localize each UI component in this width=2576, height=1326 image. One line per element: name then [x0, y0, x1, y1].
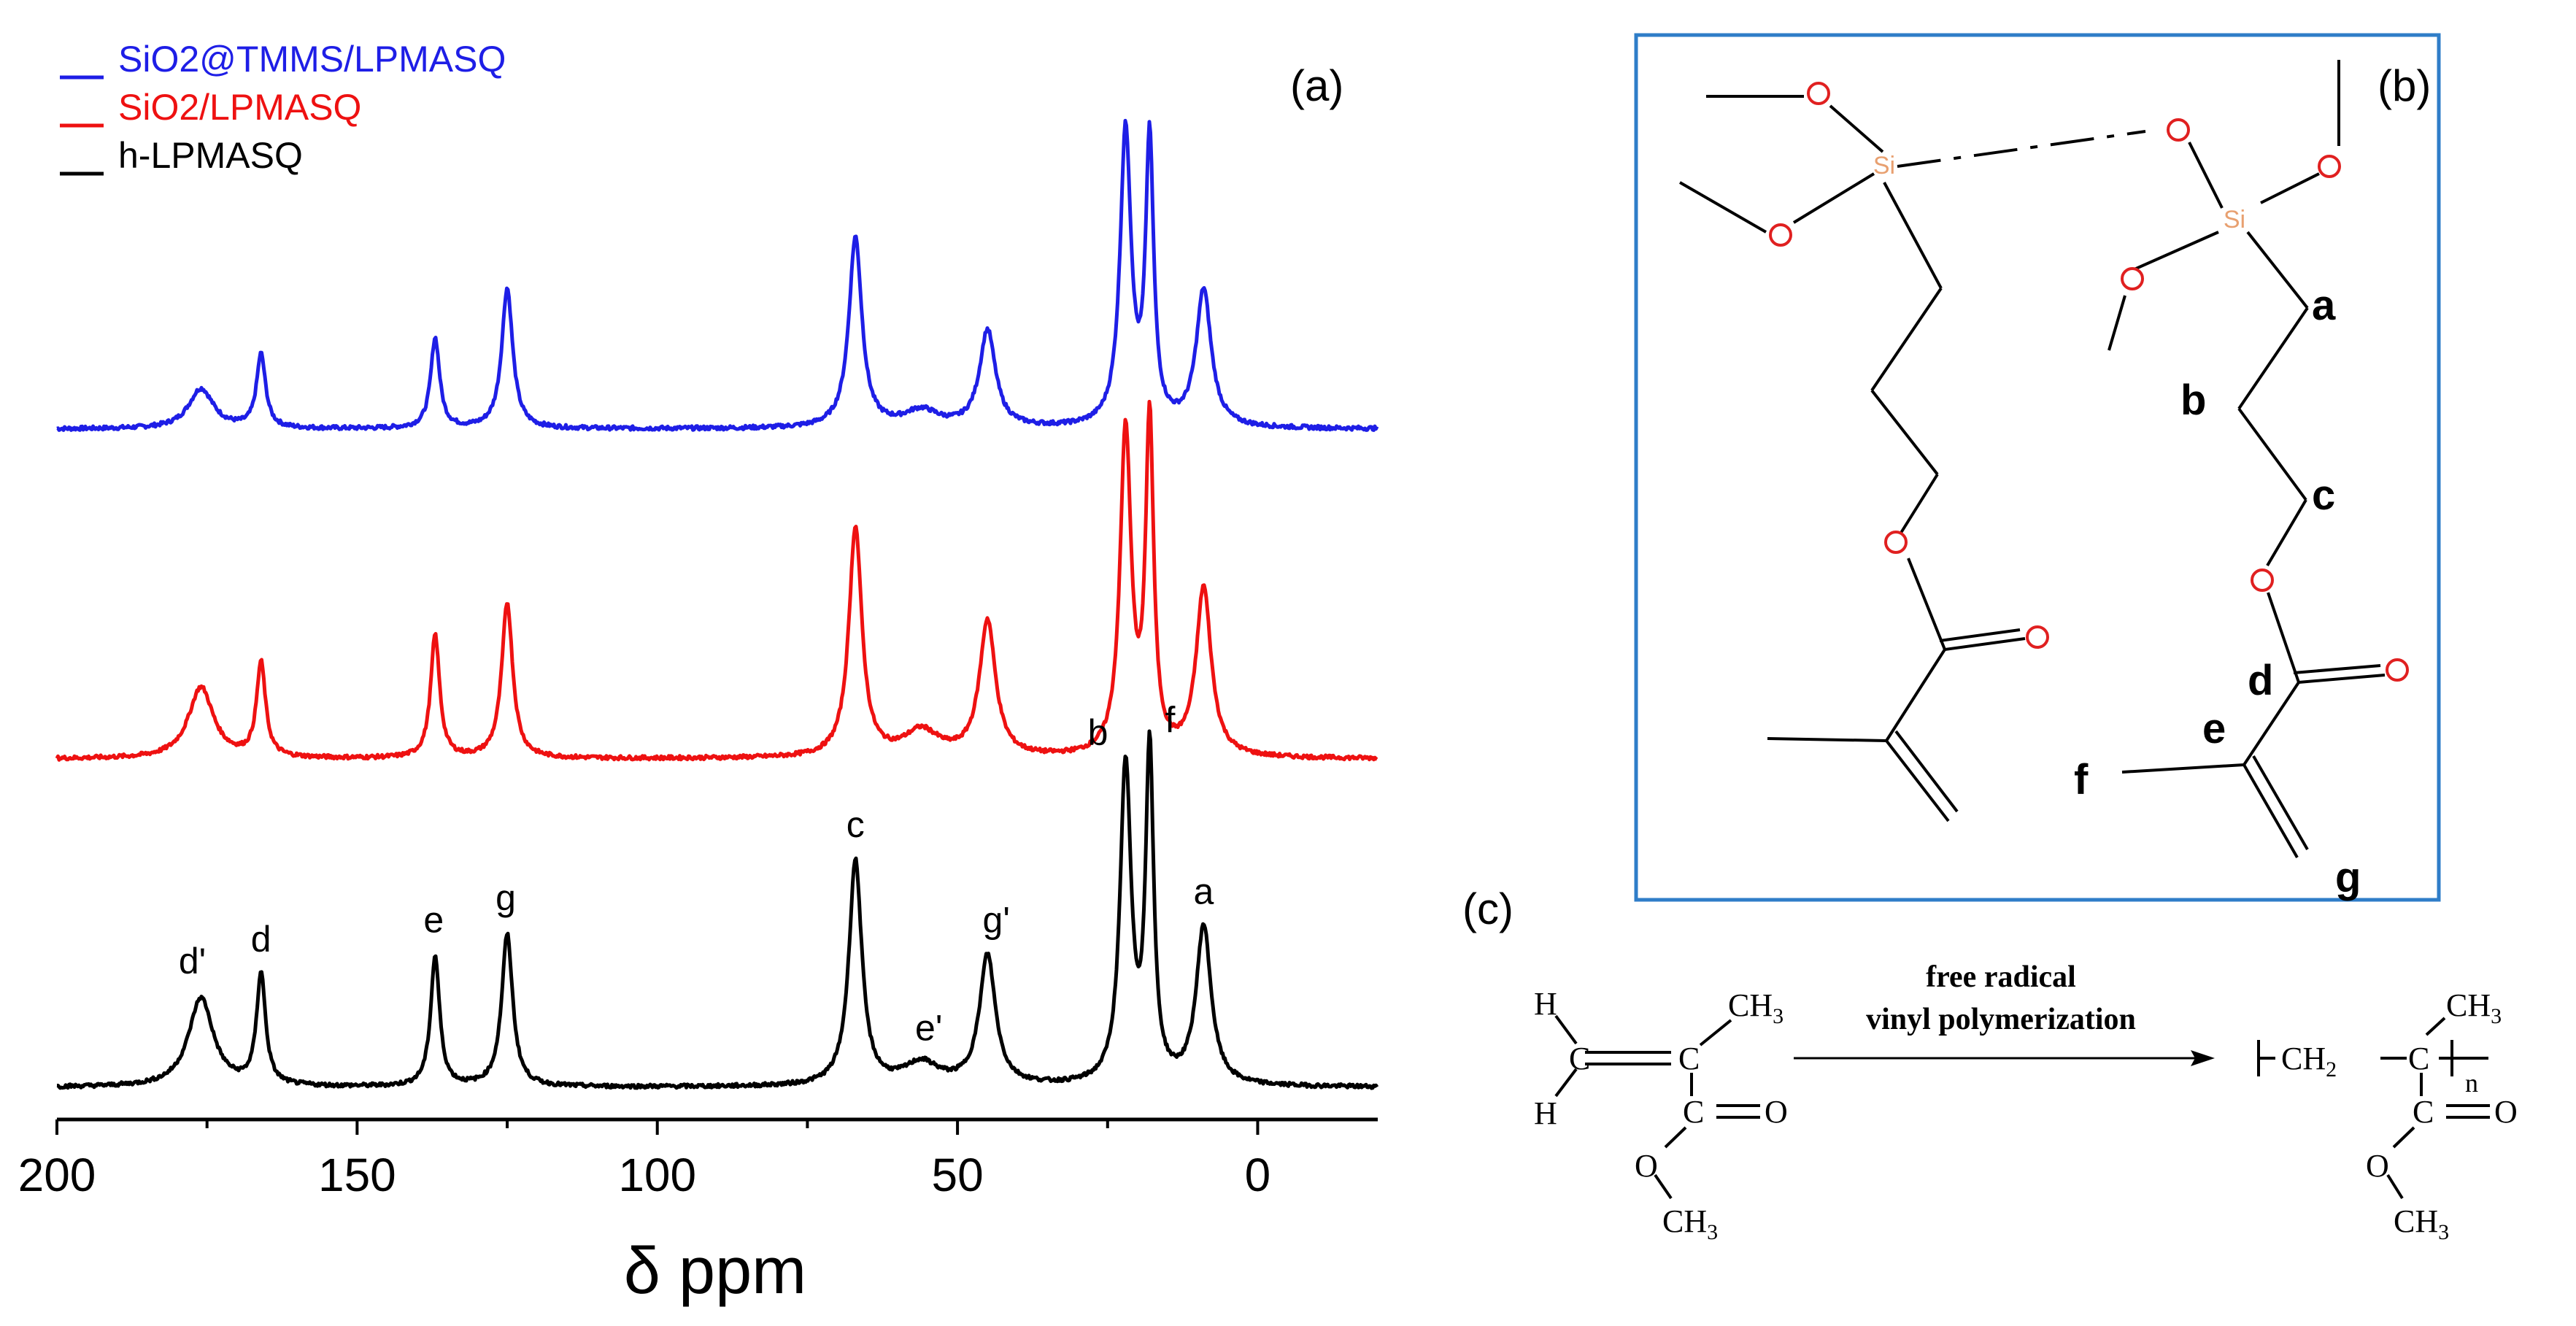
x-tick-label-1: 150	[318, 1149, 396, 1201]
panel-label-b: (b)	[2378, 61, 2431, 110]
reactant-ch3-ester: CH	[1662, 1203, 1707, 1239]
left-molecule	[1679, 95, 2146, 822]
reactant-monomer: H H C C CH3 C O O CH3	[1534, 986, 1788, 1244]
legend-label-2: h-LPMASQ	[118, 135, 303, 176]
x-tick-label-3: 50	[931, 1149, 983, 1201]
peak-labels: d' d e g c e' g' b f a	[179, 700, 1214, 1049]
spectrum-line-2	[56, 729, 1379, 1090]
panel-a: SiO2@TMMS/LPMASQ SiO2/LPMASQ h-LPMASQ (a…	[18, 39, 1379, 1308]
oxygen-atom	[2251, 568, 2274, 592]
peak-label-7: b	[1088, 712, 1108, 753]
reactant-h-top: H	[1534, 986, 1557, 1022]
reactant-ch3-ester-sub: 3	[1707, 1220, 1718, 1244]
carbon-label-f: f	[2074, 756, 2089, 803]
reactant-c-carbonyl: C	[1683, 1094, 1704, 1130]
spectrum-line-0	[56, 118, 1379, 432]
peak-label-8: f	[1165, 700, 1175, 741]
reactant-ch3-sub: 3	[1773, 1004, 1783, 1028]
carbon-label-e: e	[2202, 705, 2226, 752]
carbon-label-g: g	[2335, 854, 2361, 901]
peak-label-5: e'	[915, 1008, 942, 1049]
carbon-label-a: a	[2312, 282, 2336, 329]
x-axis-label: δ ppm	[624, 1235, 806, 1308]
product-o-carbonyl: O	[2494, 1094, 2518, 1130]
product-c-carbonyl: C	[2413, 1094, 2434, 1130]
oxygen-atom	[1884, 531, 1908, 554]
silicon-atom: Si	[1873, 152, 1895, 180]
panel-label-c: (c)	[1462, 884, 1513, 933]
panel-b: (b)	[1634, 33, 2441, 902]
x-axis-ticks: 200 150 100 50 0	[18, 1119, 1271, 1201]
oxygen-atom	[1807, 82, 1830, 105]
x-tick-label-2: 100	[618, 1149, 696, 1201]
reactant-o-carbonyl: O	[1765, 1094, 1788, 1130]
product-ch3: CH	[2446, 987, 2491, 1023]
svg-text:CH3: CH3	[1728, 987, 1783, 1028]
carbon-label-d: d	[2248, 657, 2273, 704]
oxygen-atom	[2167, 118, 2190, 142]
x-tick-label-4: 0	[1245, 1149, 1271, 1201]
oxygen-atom	[2318, 155, 2341, 178]
peak-label-1: d	[251, 919, 271, 960]
svg-text:CH2: CH2	[2281, 1041, 2337, 1082]
panel-label-a: (a)	[1290, 61, 1343, 110]
legend-label-1: SiO2/LPMASQ	[118, 87, 361, 128]
legend: SiO2@TMMS/LPMASQ SiO2/LPMASQ h-LPMASQ	[60, 39, 506, 176]
carbon-label-c: c	[2312, 471, 2335, 519]
peak-label-2: e	[423, 900, 444, 941]
arrow-label-bottom: vinyl polymerization	[1866, 1003, 2136, 1036]
oxygen-atom	[2026, 625, 2049, 649]
carbon-label-b: b	[2180, 377, 2206, 424]
reactant-h-bottom: H	[1534, 1095, 1557, 1131]
carbon-labels: a b c d e f g	[2074, 282, 2361, 901]
product-c-beta: C	[2408, 1041, 2429, 1076]
reactant-c-alpha: C	[1569, 1041, 1590, 1076]
peak-label-9: a	[1193, 871, 1214, 912]
oxygen-atom	[2121, 267, 2144, 290]
reactant-o-ester: O	[1635, 1148, 1658, 1184]
x-tick-label-0: 200	[18, 1149, 96, 1201]
product-polymer: CH2 C n CH3 C O O CH3	[2257, 987, 2518, 1244]
reaction-arrow: free radical vinyl polymerization	[1794, 960, 2215, 1066]
peak-label-6: g'	[983, 900, 1010, 941]
product-ch3-ester: CH	[2394, 1203, 2438, 1239]
svg-text:CH3: CH3	[1662, 1203, 1718, 1244]
product-n: n	[2465, 1068, 2478, 1098]
reactant-c-beta: C	[1678, 1041, 1700, 1076]
panel-c: (c) H H C C CH3 C O	[1462, 884, 2518, 1244]
structure-box	[1634, 33, 2441, 902]
reactant-ch3: CH	[1728, 987, 1773, 1023]
right-molecule	[2108, 60, 2386, 858]
product-ch2-sub: 2	[2326, 1057, 2337, 1082]
product-o-ester: O	[2366, 1148, 2389, 1184]
oxygen-atom	[2386, 658, 2409, 682]
legend-label-0: SiO2@TMMS/LPMASQ	[118, 39, 506, 80]
svg-text:CH3: CH3	[2394, 1203, 2449, 1244]
silicon-atom: Si	[2224, 206, 2245, 234]
oxygen-atoms	[1769, 82, 2409, 682]
arrow-label-top: free radical	[1926, 960, 2076, 994]
peak-label-3: g	[495, 877, 516, 918]
product-ch3-sub: 3	[2491, 1004, 2502, 1028]
product-ch2: CH	[2281, 1041, 2326, 1076]
svg-text:CH3: CH3	[2446, 987, 2502, 1028]
product-ch3-ester-sub: 3	[2438, 1220, 2449, 1244]
spectrum-line-1	[55, 399, 1378, 762]
peak-label-4: c	[847, 804, 865, 845]
oxygen-atom	[1769, 223, 1792, 247]
peak-label-0: d'	[179, 941, 206, 982]
spectra-plot	[55, 118, 1379, 1090]
